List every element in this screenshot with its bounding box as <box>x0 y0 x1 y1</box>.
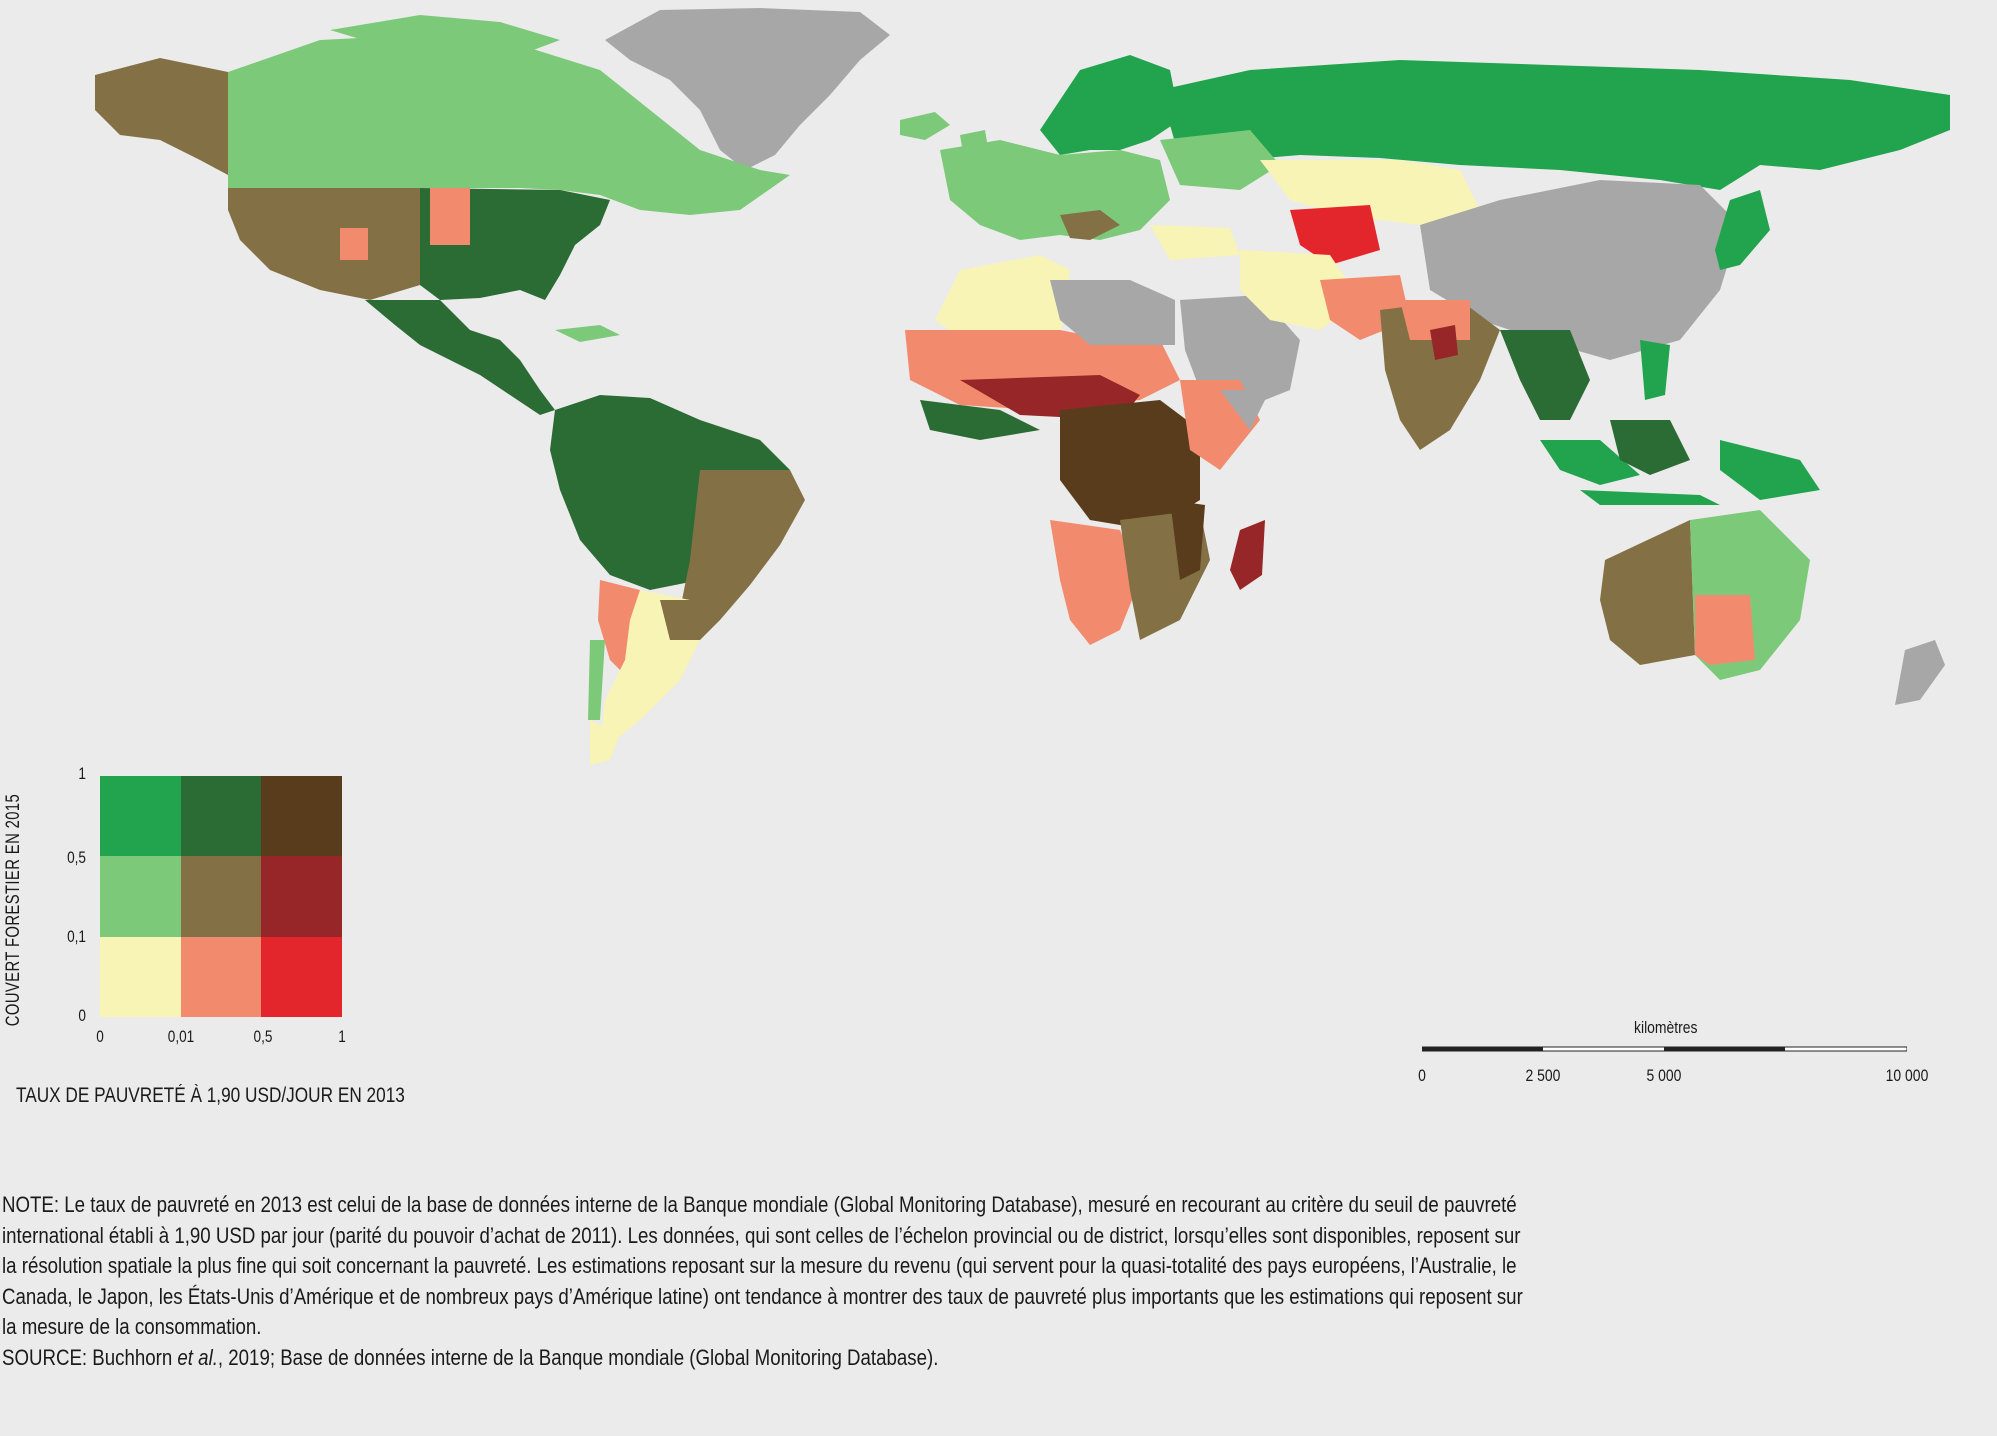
australia-south <box>1695 595 1755 665</box>
legend-cell <box>261 856 342 937</box>
legend-x-tick: 0,01 <box>167 1027 195 1046</box>
legend-cell <box>180 856 262 937</box>
indonesia-1 <box>1540 440 1640 485</box>
legend-cell <box>261 936 342 1017</box>
madagascar <box>1230 520 1265 590</box>
west-africa-coast <box>920 400 1040 440</box>
note-line: Canada, le Japon, les États-Unis d’Améri… <box>2 1283 1523 1309</box>
central-africa <box>1060 400 1200 530</box>
note-line: la résolution spatiale la plus fine qui … <box>2 1253 1517 1278</box>
russia <box>1160 60 1950 190</box>
mediterranean-europe <box>1060 210 1120 240</box>
legend-y-tick: 1 <box>78 764 86 783</box>
new-zealand <box>1895 640 1945 705</box>
legend-x-tick: 0,5 <box>253 1027 273 1046</box>
legend-cell <box>180 776 262 857</box>
world-map <box>95 8 1950 765</box>
philippines <box>1640 340 1670 400</box>
brazil-east <box>680 470 805 640</box>
japan <box>1715 190 1770 270</box>
alaska <box>95 58 228 175</box>
kazakhstan <box>1260 160 1480 225</box>
scale-bar <box>1422 1046 1907 1052</box>
australia-west <box>1600 520 1695 665</box>
legend-x-title: TAUX DE PAUVRETÉ À 1,90 USD/JOUR EN 2013 <box>16 1084 405 1107</box>
mexico <box>365 300 555 415</box>
legend-x-tick: 0 <box>96 1027 104 1046</box>
usa-plains <box>430 188 470 245</box>
turkey <box>1150 225 1240 260</box>
scale-tick: 0 <box>1418 1066 1426 1085</box>
legend-cell <box>180 936 262 1017</box>
greenland <box>605 8 890 170</box>
scale-tick: 2 500 <box>1525 1066 1561 1085</box>
horn-africa <box>1220 390 1270 430</box>
uzbek-region <box>1290 205 1380 265</box>
southern-africa-west <box>1050 520 1140 645</box>
scale-tick: 10 000 <box>1885 1066 1929 1085</box>
iceland <box>900 112 950 140</box>
bivariate-legend <box>100 776 342 1017</box>
indonesia-2 <box>1580 490 1720 505</box>
legend-x-tick: 1 <box>338 1027 346 1046</box>
caribbean <box>555 325 620 342</box>
note-line: NOTE: Le taux de pauvreté en 2013 est ce… <box>2 1192 1517 1217</box>
note-line: international établi à 1,90 USD par jour… <box>2 1222 1521 1248</box>
legend-y-tick: 0,1 <box>67 927 86 946</box>
uk <box>960 130 990 165</box>
scandinavia <box>1040 55 1180 155</box>
usa-west <box>228 188 420 300</box>
usa-southwest <box>340 228 368 260</box>
legend-cell <box>261 776 342 857</box>
legend-y-tick: 0 <box>78 1006 86 1025</box>
legend-y-tick: 0,5 <box>67 848 86 867</box>
source-prefix: SOURCE: Buchhorn <box>2 1344 178 1370</box>
libya-egypt <box>1050 280 1175 345</box>
canada <box>228 35 790 215</box>
russia-west <box>1160 130 1280 190</box>
legend-cell <box>100 936 181 1017</box>
chile <box>588 640 605 720</box>
source-text: SOURCE: Buchhorn et al., 2019; Base de d… <box>2 1343 1994 1374</box>
southern-cone <box>590 720 620 765</box>
source-italic: et al. <box>177 1344 218 1370</box>
scale-title: kilomètres <box>1634 1018 1698 1037</box>
arctic-islands <box>330 15 560 55</box>
legend-y-title: COUVERT FORESTIER EN 2015 <box>3 793 24 1027</box>
legend-cell <box>100 776 181 857</box>
borneo <box>1610 420 1690 475</box>
notes: NOTE: Le taux de pauvreté en 2013 est ce… <box>2 1190 1994 1373</box>
china-mongolia <box>1420 180 1740 360</box>
western-europe <box>940 140 1170 240</box>
papua <box>1720 440 1820 500</box>
southeast-asia <box>1500 330 1590 420</box>
north-africa <box>935 255 1070 350</box>
legend-cell <box>100 856 181 937</box>
mozambique <box>1170 500 1205 580</box>
note-line: la mesure de la consommation. <box>2 1314 262 1339</box>
source-suffix: , 2019; Base de données interne de la Ba… <box>217 1344 939 1370</box>
india-central <box>1430 325 1458 360</box>
paraguay <box>660 600 700 640</box>
note-text: NOTE: Le taux de pauvreté en 2013 est ce… <box>2 1190 1994 1343</box>
scale-tick: 5 000 <box>1646 1066 1682 1085</box>
